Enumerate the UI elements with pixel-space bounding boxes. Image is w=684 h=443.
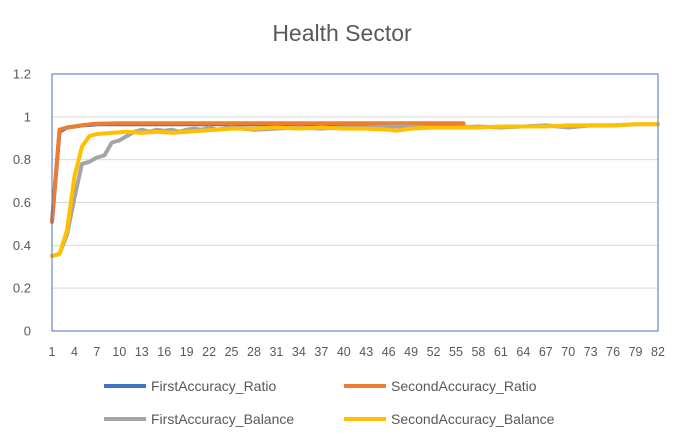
series-lines <box>50 121 660 258</box>
plot-area-border <box>51 73 659 332</box>
x-tick-label: 52 <box>427 345 441 359</box>
legend-label: SecondAccuracy_Ratio <box>391 378 537 394</box>
y-tick-label: 0.8 <box>13 152 31 167</box>
x-tick-label: 76 <box>606 345 620 359</box>
x-tick-label: 31 <box>269 345 283 359</box>
x-axis-ticks: 1 4 7 10 13 16 19 22 25 28 31 34 37 40 43 46 49 52 55 58 61 6… <box>49 345 665 359</box>
y-tick-label: 0.2 <box>13 281 31 296</box>
x-tick-label: 7 <box>93 345 100 359</box>
legend-label: FirstAccuracy_Ratio <box>151 378 276 394</box>
y-tick-label: 1.2 <box>13 67 31 82</box>
gridlines <box>52 73 658 332</box>
x-tick-label: 55 <box>449 345 463 359</box>
y-tick-label: 0.4 <box>13 238 31 253</box>
series-line-secondaccuracy-ratio <box>50 121 466 224</box>
series-line-secondaccuracy-balance <box>50 122 660 258</box>
x-tick-label: 13 <box>135 345 149 359</box>
x-tick-label: 22 <box>202 345 216 359</box>
series-line-firstaccuracy-ratio <box>50 122 466 224</box>
x-tick-label: 16 <box>157 345 171 359</box>
y-tick-label: 0 <box>24 324 31 339</box>
x-tick-label: 79 <box>629 345 643 359</box>
y-axis-ticks: 0 0.2 0.4 0.6 0.8 1 1.2 <box>13 67 31 339</box>
x-tick-label: 34 <box>292 345 306 359</box>
x-tick-label: 37 <box>314 345 328 359</box>
x-tick-label: 73 <box>584 345 598 359</box>
series-line-firstaccuracy-balance <box>50 122 660 258</box>
legend-label: SecondAccuracy_Balance <box>391 411 555 427</box>
x-tick-label: 49 <box>404 345 418 359</box>
x-tick-label: 28 <box>247 345 261 359</box>
chart-title: Health Sector <box>272 20 412 46</box>
x-tick-label: 1 <box>49 345 56 359</box>
x-tick-label: 82 <box>651 345 665 359</box>
legend: FirstAccuracy_Ratio SecondAccuracy_Ratio F… <box>104 378 555 427</box>
x-tick-label: 40 <box>337 345 351 359</box>
x-tick-label: 43 <box>359 345 373 359</box>
x-tick-label: 4 <box>71 345 78 359</box>
y-tick-label: 1 <box>24 109 31 124</box>
x-tick-label: 67 <box>539 345 553 359</box>
x-tick-label: 61 <box>494 345 508 359</box>
x-tick-label: 19 <box>180 345 194 359</box>
x-tick-label: 25 <box>225 345 239 359</box>
y-tick-label: 0.6 <box>13 195 31 210</box>
x-tick-label: 46 <box>382 345 396 359</box>
x-tick-label: 10 <box>112 345 126 359</box>
x-tick-label: 64 <box>516 345 530 359</box>
x-tick-label: 70 <box>561 345 575 359</box>
legend-label: FirstAccuracy_Balance <box>151 411 294 427</box>
x-tick-label: 58 <box>471 345 485 359</box>
